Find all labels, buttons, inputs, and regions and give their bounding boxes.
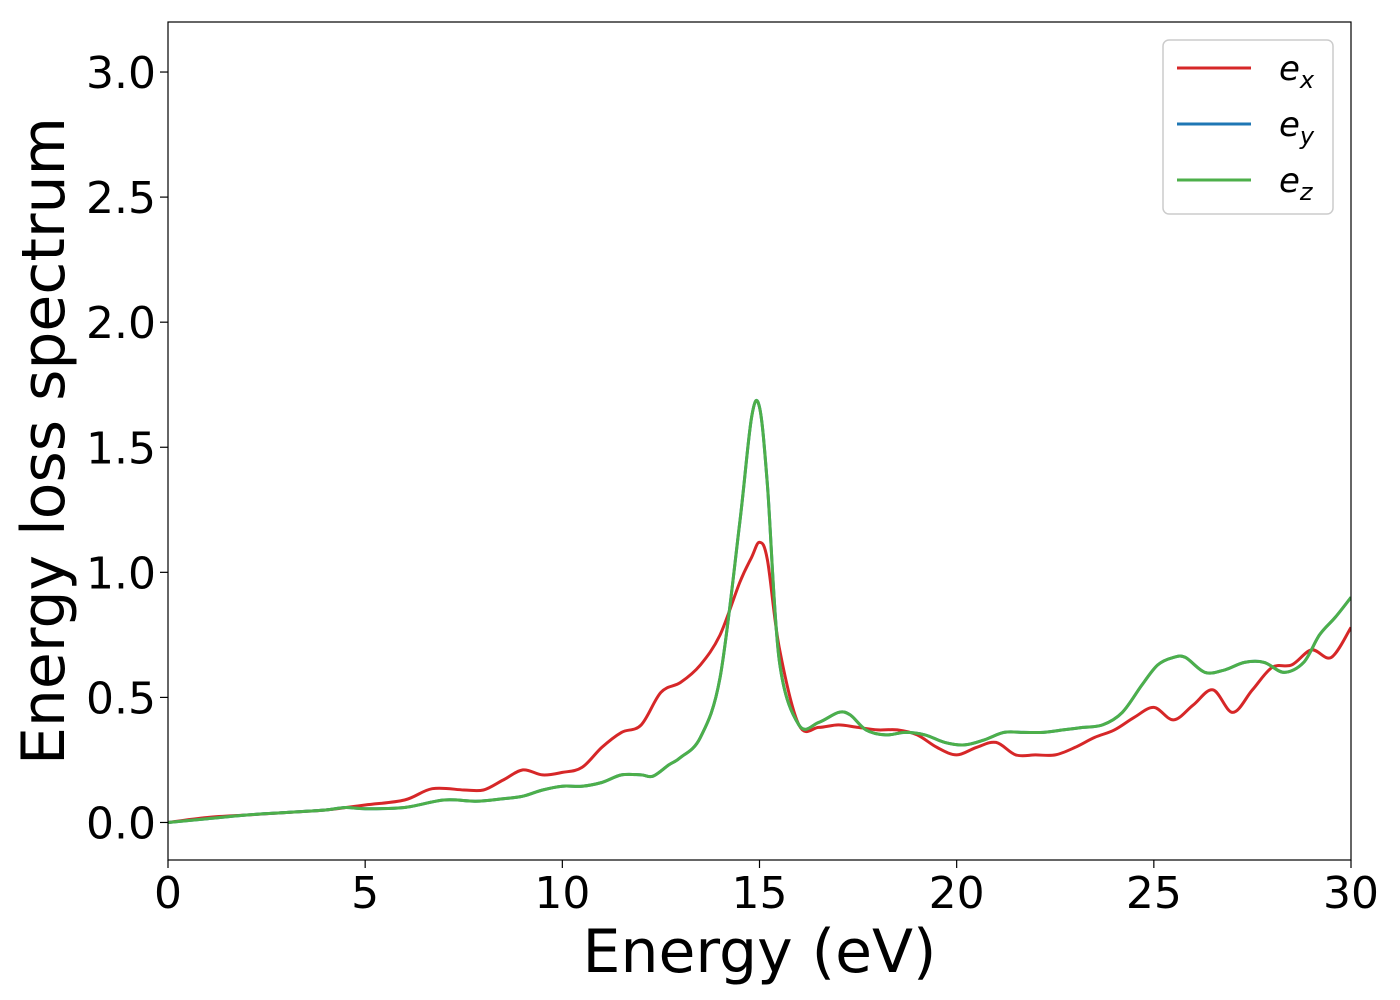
series-line-e-x <box>168 540 1351 824</box>
y-axis: 0.0 0.5 1.0 1.5 2.0 2.5 3.0 <box>86 48 168 849</box>
series-layer <box>168 398 1351 824</box>
legend-label-subscript: y <box>1299 122 1315 150</box>
legend-label-base: e <box>1279 49 1300 89</box>
x-tick-label: 0 <box>154 868 182 919</box>
y-tick-label: 0.0 <box>86 798 156 849</box>
legend-label-subscript: x <box>1299 66 1315 94</box>
y-tick-label: 2.5 <box>86 173 156 224</box>
x-tick-label: 30 <box>1323 868 1379 919</box>
series-line-e-y <box>168 398 1351 824</box>
y-axis-label: Energy loss spectrum <box>9 117 79 765</box>
legend-label-subscript: z <box>1299 178 1314 206</box>
x-tick-label: 20 <box>929 868 985 919</box>
y-tick-label: 0.5 <box>86 673 156 724</box>
legend-label-base: e <box>1279 161 1300 201</box>
y-tick-label: 2.0 <box>86 298 156 349</box>
x-tick-label: 25 <box>1126 868 1182 919</box>
x-tick-label: 15 <box>732 868 788 919</box>
x-tick-label: 5 <box>351 868 379 919</box>
x-tick-label: 10 <box>534 868 590 919</box>
y-tick-label: 1.5 <box>86 423 156 474</box>
x-axis: 0 5 10 15 20 25 30 <box>154 860 1379 919</box>
legend-box <box>1162 39 1334 215</box>
y-tick-label: 3.0 <box>86 48 156 99</box>
legend-label-base: e <box>1279 105 1300 145</box>
series-line-e-z <box>168 398 1351 824</box>
legend-label-e-z: ez <box>1279 161 1314 206</box>
legend-label-e-y: ey <box>1279 105 1315 150</box>
y-tick-label: 1.0 <box>86 548 156 599</box>
x-axis-label: Energy (eV) <box>583 917 937 987</box>
legend-label-e-x: ex <box>1279 49 1315 94</box>
